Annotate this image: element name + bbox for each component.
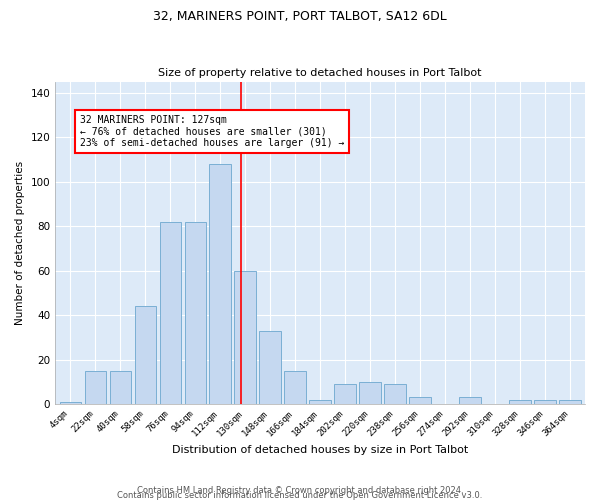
Bar	[334, 384, 356, 404]
Bar	[310, 400, 331, 404]
Title: Size of property relative to detached houses in Port Talbot: Size of property relative to detached ho…	[158, 68, 482, 78]
Bar	[359, 382, 380, 404]
Bar	[160, 222, 181, 404]
Bar	[185, 222, 206, 404]
Bar	[59, 402, 81, 404]
Bar	[259, 330, 281, 404]
Bar	[535, 400, 556, 404]
Text: Contains public sector information licensed under the Open Government Licence v3: Contains public sector information licen…	[118, 490, 482, 500]
Text: 32 MARINERS POINT: 127sqm
← 76% of detached houses are smaller (301)
23% of semi: 32 MARINERS POINT: 127sqm ← 76% of detac…	[80, 115, 344, 148]
Text: 32, MARINERS POINT, PORT TALBOT, SA12 6DL: 32, MARINERS POINT, PORT TALBOT, SA12 6D…	[153, 10, 447, 23]
Bar	[559, 400, 581, 404]
Bar	[85, 370, 106, 404]
Bar	[385, 384, 406, 404]
Bar	[409, 398, 431, 404]
Y-axis label: Number of detached properties: Number of detached properties	[15, 160, 25, 325]
Bar	[460, 398, 481, 404]
Bar	[134, 306, 156, 404]
Bar	[509, 400, 530, 404]
Bar	[110, 370, 131, 404]
Bar	[235, 270, 256, 404]
Bar	[209, 164, 231, 404]
X-axis label: Distribution of detached houses by size in Port Talbot: Distribution of detached houses by size …	[172, 445, 468, 455]
Bar	[284, 370, 306, 404]
Text: Contains HM Land Registry data © Crown copyright and database right 2024.: Contains HM Land Registry data © Crown c…	[137, 486, 463, 495]
